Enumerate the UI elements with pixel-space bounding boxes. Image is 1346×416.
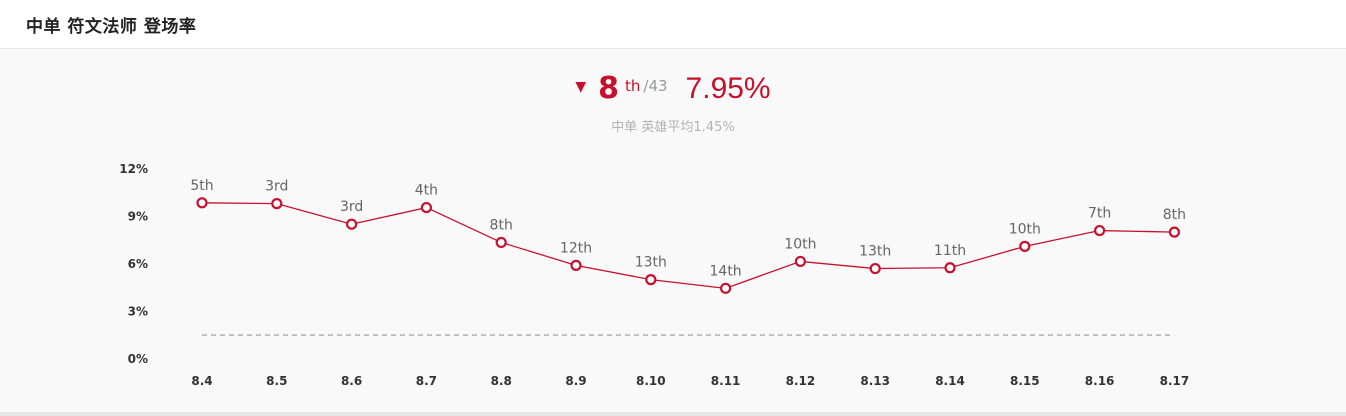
average-label: 中单 英雄平均1.45%	[611, 120, 735, 135]
rank-summary: ▼ 8 th /43 7.95%	[0, 68, 1346, 104]
x-tick-label: 8.4	[191, 374, 212, 388]
x-tick-label: 8.12	[786, 374, 816, 388]
x-tick-label: 8.16	[1085, 374, 1115, 388]
data-point	[196, 197, 208, 209]
triangle-down-icon: ▼	[575, 79, 587, 95]
y-tick-label: 0%	[128, 352, 148, 366]
data-point	[420, 201, 432, 214]
data-point	[645, 274, 657, 286]
data-point	[1168, 226, 1181, 238]
data-point	[869, 262, 881, 275]
data-point	[495, 236, 507, 249]
data-point	[346, 218, 358, 230]
data-label: 14th	[710, 263, 742, 279]
data-label: 11th	[934, 243, 966, 259]
data-label: 8th	[1163, 207, 1186, 223]
y-tick-label: 3%	[128, 305, 148, 319]
data-point	[944, 262, 956, 274]
data-point	[570, 259, 582, 271]
data-point	[719, 282, 732, 294]
data-label: 4th	[415, 183, 438, 199]
data-point	[1093, 224, 1106, 237]
x-tick-label: 8.15	[1010, 374, 1040, 388]
page-title: 中单 符文法师 登场率	[26, 16, 197, 37]
x-tick-label: 8.10	[636, 374, 666, 388]
bottom-divider	[0, 412, 1346, 416]
rank-total: /43	[643, 77, 668, 95]
x-tick-label: 8.5	[266, 374, 287, 388]
x-tick-label: 8.9	[565, 374, 586, 388]
data-label: 7th	[1088, 206, 1111, 222]
x-tick-label: 8.13	[860, 374, 890, 388]
y-tick-label: 6%	[128, 257, 148, 271]
series-line	[201, 202, 1175, 289]
data-label: 8th	[490, 217, 513, 233]
data-point	[1019, 240, 1031, 252]
data-point	[794, 255, 807, 268]
data-label: 3rd	[340, 199, 363, 215]
data-label: 10th	[784, 236, 816, 252]
data-label: 5th	[190, 178, 213, 194]
x-tick-label: 8.8	[491, 374, 512, 388]
x-tick-label: 8.17	[1160, 374, 1190, 388]
data-label: 13th	[635, 255, 667, 271]
data-label: 10th	[1009, 221, 1041, 237]
data-label: 12th	[560, 240, 592, 256]
data-label: 13th	[859, 244, 891, 260]
x-tick-label: 8.6	[341, 374, 362, 388]
header: 中单 符文法师 登场率	[0, 0, 1346, 49]
data-point	[271, 198, 283, 210]
rank-number: 8	[598, 71, 620, 106]
x-tick-label: 8.7	[416, 374, 437, 388]
x-tick-label: 8.14	[935, 374, 965, 388]
rank-suffix: th	[625, 77, 641, 95]
data-label: 3rd	[265, 179, 288, 195]
x-tick-label: 8.11	[711, 374, 741, 388]
y-tick-label: 9%	[128, 210, 148, 224]
y-tick-label: 12%	[119, 162, 148, 176]
rate-value: 7.95%	[685, 72, 771, 105]
